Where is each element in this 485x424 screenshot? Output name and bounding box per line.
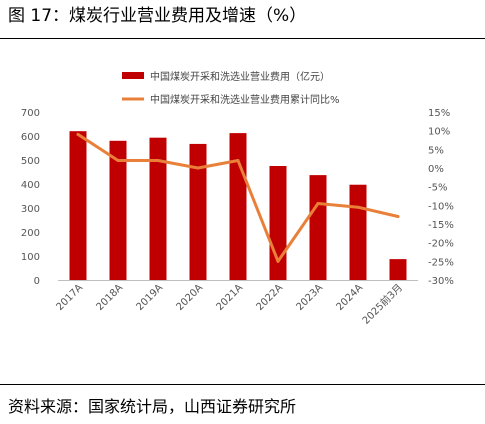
growth-point-2023A [316,201,320,205]
left-axis-tick-label: 700 [21,108,40,119]
left-axis-tick-label: 300 [21,204,40,215]
right-axis-tick-label: -10% [428,201,454,212]
right-axis-tick-label: -20% [428,239,454,250]
left-axis-tick-label: 0 [34,276,40,287]
growth-point-2025前3月 [396,215,400,219]
right-axis-tick-label: 5% [428,145,444,156]
x-axis-tick-label: 2017A [55,282,86,313]
source-note: 资料来源：国家统计局，山西证券研究所 [8,397,297,416]
right-axis-tick-label: -30% [428,276,454,287]
x-axis-tick-label: 2022A [255,282,286,313]
bar-2023A [309,175,327,280]
right-axis-tick-label: -15% [428,220,454,231]
bar-2019A [149,137,167,280]
x-axis-tick-label: 2018A [95,282,126,313]
legend-label-line: 中国煤炭开采和洗选业营业费用累计同比% [150,93,340,106]
x-axis-tick-label: 2025前3月 [359,281,405,327]
legend-label-bar: 中国煤炭开采和洗选业营业费用（亿元） [150,70,330,83]
growth-point-2019A [156,159,160,163]
growth-point-2022A [276,259,280,263]
chart: 中国煤炭开采和洗选业营业费用（亿元） 中国煤炭开采和洗选业营业费用累计同比% 0 10… [21,70,454,327]
right-axis-tick-label: 0% [428,164,444,175]
x-axis-tick-label: 2024A [335,282,366,313]
bar-2025前3月 [389,259,407,280]
legend-swatch-bar [122,72,144,79]
x-axis-tick-label: 2023A [295,282,326,313]
right-axis-tick-label: -5% [428,183,447,194]
left-axis-tick-label: 400 [21,180,40,191]
growth-point-2024A [356,205,360,209]
bar-2021A [229,133,247,280]
growth-point-2020A [196,166,200,170]
right-axis-tick-label: 10% [428,127,450,138]
left-axis-tick-label: 600 [21,132,40,143]
bottom-rule [0,384,485,385]
right-axis-tick-label: -25% [428,257,454,268]
bar-2024A [349,184,367,280]
bar-2020A [189,143,207,280]
bar-2022A [269,166,287,280]
growth-point-2017A [76,132,80,136]
left-axis-tick-label: 100 [21,252,40,263]
growth-point-2021A [236,159,240,163]
bar-2018A [109,140,127,280]
top-rule [0,38,485,39]
figure-title: 图 17：煤炭行业营业费用及增速（%） [8,6,307,26]
x-axis-tick-label: 2019A [135,282,166,313]
bar-2017A [69,131,87,280]
x-axis-tick-label: 2021A [215,282,246,313]
right-axis-tick-label: 15% [428,108,450,119]
growth-point-2018A [116,159,120,163]
left-axis-tick-label: 200 [21,228,40,239]
x-axis-tick-label: 2020A [175,282,206,313]
left-axis-tick-label: 500 [21,156,40,167]
